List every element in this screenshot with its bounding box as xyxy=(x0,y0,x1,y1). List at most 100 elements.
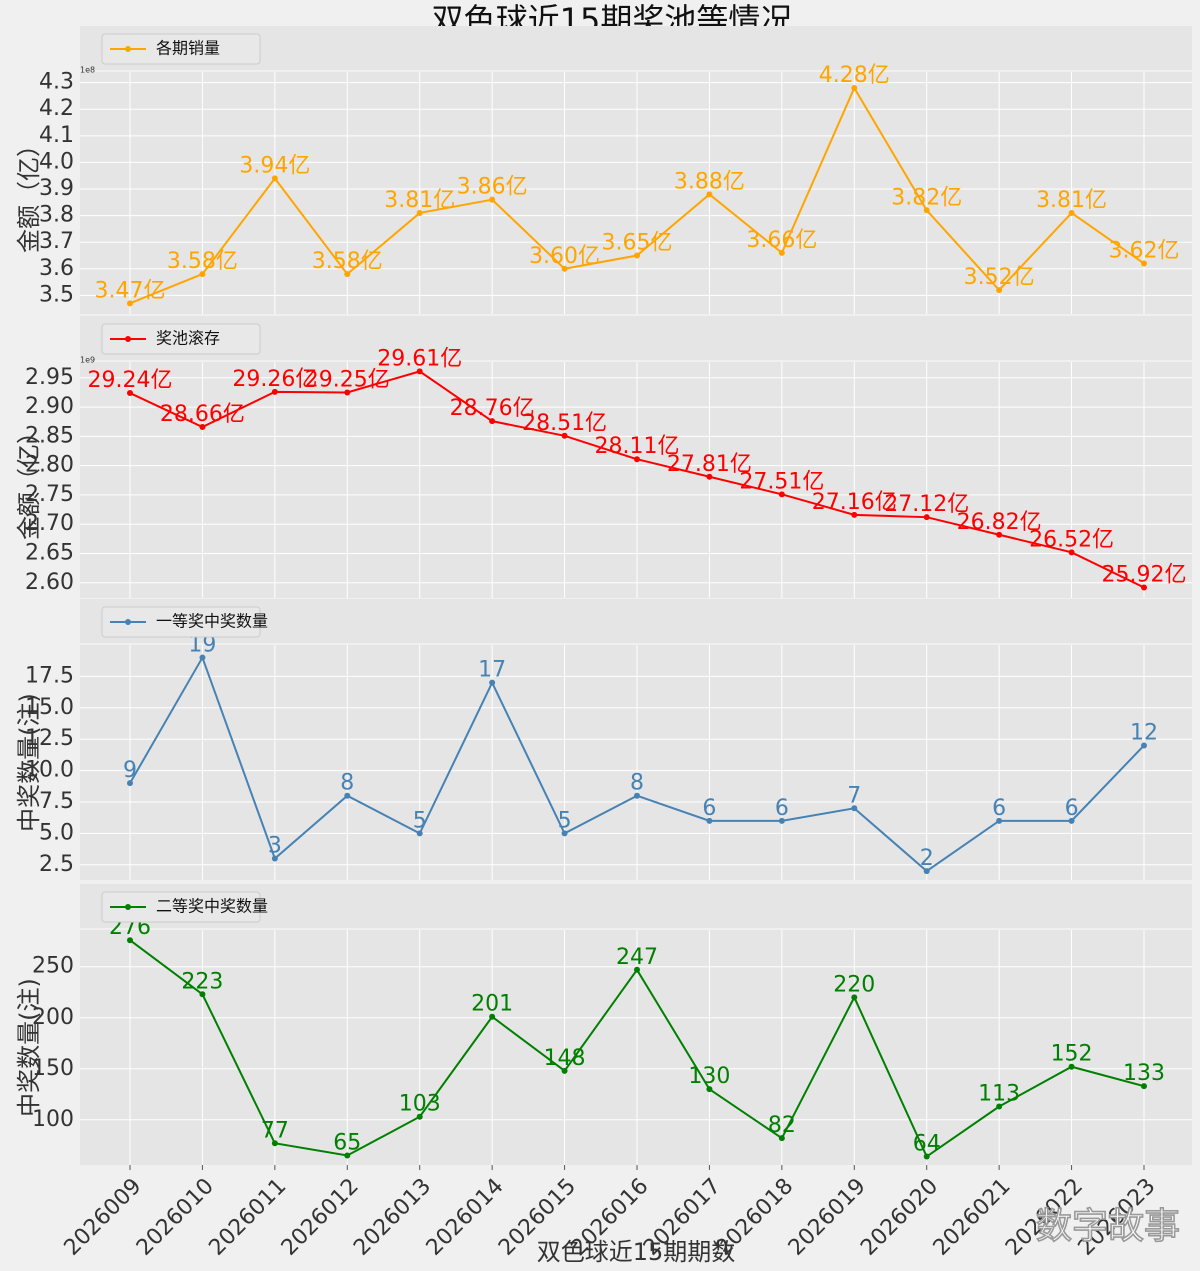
y-axis-label: 金额（亿） xyxy=(15,420,43,540)
point xyxy=(271,1140,278,1147)
value-label: 27.12亿 xyxy=(884,492,969,517)
legend-label: 一等奖中奖数量 xyxy=(156,612,268,631)
y-tick-label: 4.0 xyxy=(39,149,74,174)
point xyxy=(561,265,568,272)
y-tick-label: 2.75 xyxy=(25,482,74,507)
value-label: 26.82亿 xyxy=(957,510,1042,535)
legend-box xyxy=(101,891,261,923)
value-label: 6 xyxy=(992,796,1006,821)
point xyxy=(416,1113,423,1120)
value-label: 27.81亿 xyxy=(667,452,752,477)
y-tick-label: 15.0 xyxy=(25,695,74,720)
value-label: 28.51亿 xyxy=(522,411,607,436)
value-label: 3.52亿 xyxy=(964,265,1035,290)
y-tick-label: 3.8 xyxy=(39,203,74,228)
point xyxy=(489,1013,496,1020)
value-label: 148 xyxy=(544,1046,586,1071)
point xyxy=(344,389,351,396)
value-label: 28.11亿 xyxy=(595,434,680,459)
point xyxy=(851,994,858,1001)
point xyxy=(1068,209,1075,216)
value-label: 65 xyxy=(333,1131,361,1156)
value-label: 220 xyxy=(833,972,875,997)
point xyxy=(1141,584,1147,591)
point xyxy=(199,424,206,431)
point xyxy=(706,1086,713,1093)
value-label: 7 xyxy=(847,783,861,808)
legend-label: 奖池滚存 xyxy=(156,329,220,348)
y-tick-label: 5.0 xyxy=(39,820,74,845)
point xyxy=(489,418,496,425)
point xyxy=(1141,742,1147,749)
point xyxy=(923,1153,930,1160)
y-tick-label: 2.60 xyxy=(25,570,74,595)
y-tick-label: 10.0 xyxy=(25,758,74,783)
value-label: 4.28亿 xyxy=(819,63,890,88)
value-label: 8 xyxy=(630,771,644,796)
point xyxy=(489,196,496,203)
point xyxy=(271,175,278,182)
value-label: 3.82亿 xyxy=(891,185,962,210)
point xyxy=(1141,1083,1147,1090)
y-tick-label: 3.9 xyxy=(39,176,74,201)
value-label: 9 xyxy=(123,758,137,783)
point xyxy=(199,654,206,661)
y-tick-label: 3.6 xyxy=(39,256,74,281)
legend-strip xyxy=(80,316,1192,360)
point xyxy=(127,937,133,944)
point xyxy=(1068,1063,1075,1070)
y-tick-label: 4.1 xyxy=(39,123,74,148)
legend-marker xyxy=(125,904,131,910)
point xyxy=(561,830,568,837)
y-tick-label: 2.95 xyxy=(25,365,74,390)
y-tick-label: 2.70 xyxy=(25,511,74,536)
point xyxy=(199,991,206,998)
value-label: 82 xyxy=(768,1113,796,1138)
point xyxy=(561,1067,568,1074)
point xyxy=(489,679,496,686)
value-label: 26.52亿 xyxy=(1029,527,1114,552)
point xyxy=(851,511,858,518)
value-label: 27.16亿 xyxy=(812,490,897,515)
y-tick-label: 200 xyxy=(32,1005,74,1030)
plot-area xyxy=(80,362,1192,598)
value-label: 6 xyxy=(775,796,789,821)
point xyxy=(199,271,206,278)
value-label: 29.61亿 xyxy=(377,346,462,371)
value-label: 12 xyxy=(1130,720,1158,745)
y-tick-label: 100 xyxy=(32,1107,74,1132)
point xyxy=(127,390,133,397)
point xyxy=(634,792,640,799)
value-label: 3.86亿 xyxy=(457,175,528,200)
value-label: 17 xyxy=(478,658,506,683)
value-label: 223 xyxy=(181,969,223,994)
point xyxy=(344,271,351,278)
value-label: 133 xyxy=(1123,1061,1165,1086)
y-tick-label: 17.5 xyxy=(25,663,74,688)
y-tick-label: 3.7 xyxy=(39,229,74,254)
point xyxy=(996,531,1003,538)
point xyxy=(634,456,640,463)
value-label: 29.24亿 xyxy=(88,368,173,393)
offset-label: 1e8 xyxy=(80,66,95,75)
y-tick-label: 4.2 xyxy=(39,96,74,121)
y-tick-label: 12.5 xyxy=(25,726,74,751)
y-tick-label: 150 xyxy=(32,1056,74,1081)
point xyxy=(1068,817,1075,824)
value-label: 29.25亿 xyxy=(305,367,390,392)
legend-box xyxy=(101,606,261,638)
legend-box xyxy=(101,323,261,355)
point xyxy=(634,966,640,973)
point xyxy=(706,473,713,480)
value-label: 113 xyxy=(978,1082,1020,1107)
value-label: 28.66亿 xyxy=(160,402,245,427)
value-label: 3.60亿 xyxy=(529,244,600,269)
value-label: 64 xyxy=(913,1132,941,1157)
legend-strip xyxy=(80,599,1192,643)
value-label: 152 xyxy=(1051,1042,1093,1067)
y-tick-label: 4.3 xyxy=(39,70,74,95)
value-label: 3.66亿 xyxy=(746,228,817,253)
value-label: 3.94亿 xyxy=(239,153,310,178)
value-label: 29.26亿 xyxy=(232,367,317,392)
